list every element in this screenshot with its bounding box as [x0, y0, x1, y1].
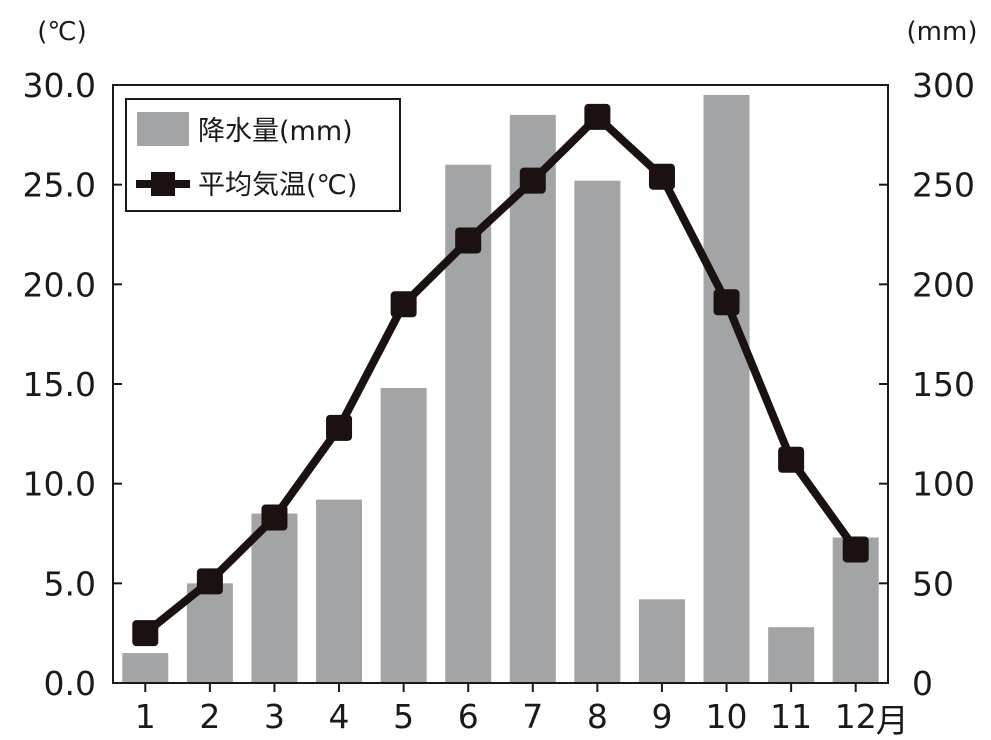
- legend-temperature-marker: [151, 172, 175, 196]
- right-tick-label: 250: [912, 166, 975, 205]
- x-tick-label: 9: [651, 697, 672, 736]
- right-tick-label: 150: [912, 365, 975, 404]
- right-tick-label: 50: [912, 564, 954, 603]
- x-tick-label: 8: [587, 697, 608, 736]
- x-tick-label: 3: [264, 697, 285, 736]
- precipitation-bar-3: [251, 513, 298, 683]
- left-tick-label: 20.0: [23, 265, 96, 304]
- precipitation-bar-11: [768, 627, 815, 683]
- left-tick-label: 0.0: [44, 664, 96, 703]
- left-tick-label: 10.0: [23, 465, 96, 504]
- legend-precipitation-label: 降水量(mm): [198, 116, 353, 147]
- precipitation-bar-7: [509, 114, 556, 683]
- right-tick-label: 300: [912, 66, 975, 105]
- precipitation-bar-10: [703, 94, 750, 683]
- legend-precipitation-swatch: [137, 112, 189, 146]
- temperature-point-11: [778, 446, 805, 473]
- legend: 降水量(mm) 平均気温(℃): [125, 98, 401, 212]
- right-tick-label: 0: [912, 664, 933, 703]
- temperature-line-layer: [132, 103, 869, 647]
- temperature-point-1: [132, 620, 159, 647]
- left-tick-label: 15.0: [23, 365, 96, 404]
- right-axis-ticks: 0 50 100 150 200 250 300: [879, 66, 975, 703]
- precipitation-bar-8: [574, 180, 621, 683]
- precipitation-bars: [122, 94, 879, 683]
- temperature-point-2: [196, 568, 223, 595]
- x-tick-label: 11: [770, 697, 812, 736]
- temperature-point-12: [842, 536, 869, 563]
- precipitation-bar-9: [638, 599, 685, 683]
- x-tick-label: 2: [199, 697, 220, 736]
- x-tick-label: 1: [135, 697, 156, 736]
- legend-temperature-label: 平均気温(℃): [198, 170, 357, 201]
- left-tick-label: 30.0: [23, 66, 96, 105]
- x-tick-label: 7: [522, 697, 543, 736]
- temperature-point-10: [713, 289, 740, 316]
- precipitation-bar-5: [380, 387, 427, 683]
- left-tick-label: 25.0: [23, 166, 96, 205]
- precipitation-bar-1: [122, 653, 169, 683]
- left-tick-label: 5.0: [44, 564, 96, 603]
- right-tick-label: 200: [912, 265, 975, 304]
- temperature-point-9: [648, 163, 675, 190]
- temperature-point-7: [519, 167, 546, 194]
- temperature-point-6: [455, 227, 482, 254]
- temperature-point-3: [261, 504, 288, 531]
- precipitation-bar-4: [316, 499, 363, 683]
- x-axis-unit: 月: [876, 701, 909, 740]
- x-tick-label: 10: [706, 697, 748, 736]
- right-tick-label: 100: [912, 465, 975, 504]
- precipitation-bar-2: [186, 583, 233, 683]
- temperature-point-8: [584, 103, 611, 130]
- left-axis-unit: (℃): [37, 17, 87, 47]
- temperature-point-5: [390, 291, 417, 318]
- left-axis-ticks: 0.0 5.0 10.0 15.0 20.0 25.0 30.0: [23, 66, 122, 703]
- x-tick-label: 6: [458, 697, 479, 736]
- temperature-point-4: [326, 414, 353, 441]
- x-axis-ticks: 1 2 3 4 5 6 7 8 9 10 11 12 月: [135, 683, 909, 740]
- x-tick-label: 12: [835, 697, 877, 736]
- x-tick-label: 4: [329, 697, 350, 736]
- right-axis-unit: (mm): [907, 17, 978, 47]
- x-tick-label: 5: [393, 697, 414, 736]
